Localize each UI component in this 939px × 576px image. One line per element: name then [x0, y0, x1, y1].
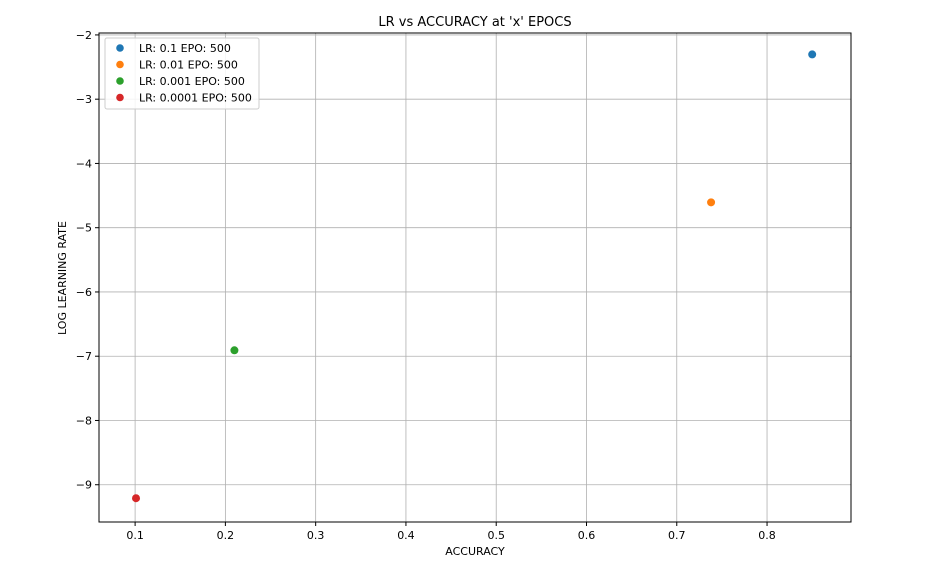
legend-label: LR: 0.1 EPO: 500: [139, 42, 231, 55]
legend-marker: [116, 60, 124, 69]
axis-ticks: 0.1 0.2 0.3 0.4 0.5 0.6 0.7 0.8 −2 −3 −4 −5 −6 −7 −8 −9: [76, 29, 776, 542]
x-tick-label: 0.6: [578, 529, 596, 542]
x-tick-label: 0.4: [397, 529, 415, 542]
grid-lines: [99, 33, 851, 522]
legend-label: LR: 0.001 EPO: 500: [139, 75, 245, 88]
y-tick-label: −2: [76, 29, 92, 42]
y-axis-label: LOG LEARNING RATE: [56, 221, 69, 335]
y-tick-label: −3: [76, 93, 92, 106]
x-tick-label: 0.8: [758, 529, 776, 542]
data-point: [808, 50, 817, 59]
legend-marker: [116, 93, 124, 102]
x-tick-label: 0.5: [487, 529, 505, 542]
y-tick-label: −7: [76, 350, 92, 363]
data-point: [132, 494, 141, 503]
data-points: [132, 50, 817, 503]
y-tick-label: −4: [76, 157, 92, 170]
x-tick-label: 0.3: [307, 529, 325, 542]
y-tick-label: −6: [76, 286, 92, 299]
legend-marker: [116, 77, 124, 85]
x-tick-label: 0.1: [126, 529, 144, 542]
data-point: [230, 346, 239, 355]
legend-box: [104, 37, 260, 110]
data-point: [707, 198, 716, 207]
y-tick-label: −5: [76, 222, 92, 235]
legend-marker: [116, 44, 124, 52]
legend: LR: 0.1 EPO: 500 LR: 0.01 EPO: 500 LR: 0.0…: [104, 37, 260, 110]
x-tick-label: 0.2: [217, 529, 235, 542]
x-tick-label: 0.7: [668, 529, 686, 542]
chart-title: LR vs ACCURACY at 'x' EPOCS: [378, 15, 571, 30]
legend-label: LR: 0.01 EPO: 500: [139, 59, 238, 72]
plot-frame: [98, 32, 852, 523]
y-tick-label: −8: [76, 414, 92, 427]
legend-label: LR: 0.0001 EPO: 500: [139, 92, 252, 105]
x-axis-label: ACCURACY: [445, 545, 505, 558]
y-tick-label: −9: [76, 479, 92, 492]
